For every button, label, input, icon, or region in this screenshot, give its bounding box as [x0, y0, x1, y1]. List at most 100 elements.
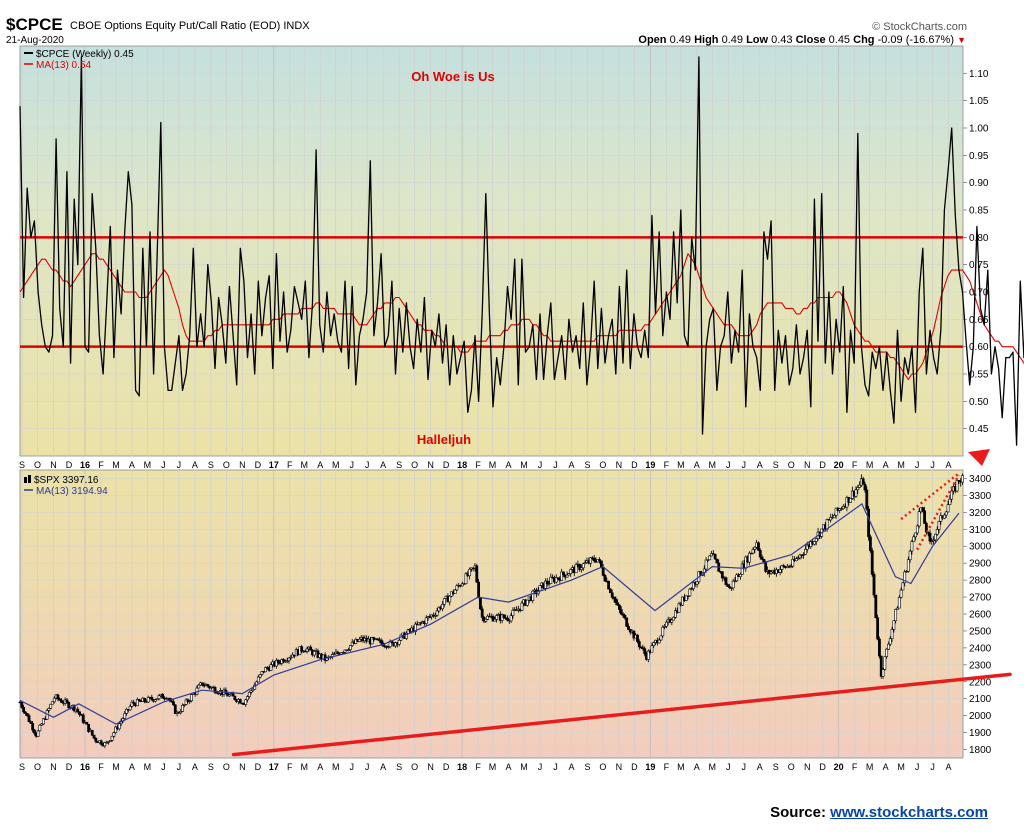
spx-candle-body [475, 565, 479, 583]
top-x-tick-label: D [66, 460, 73, 470]
top-legend: $CPCE (Weekly) 0.45 MA(13) 0.54 [24, 49, 134, 71]
top-x-tick-label: F [475, 460, 481, 470]
spx-candle-body [200, 682, 204, 686]
spx-candle-body [643, 648, 647, 655]
bottom-x-tick-label: 18 [457, 762, 467, 772]
spx-candle-body [336, 651, 340, 654]
legend-cpce: $CPCE (Weekly) 0.45 [36, 49, 134, 60]
spx-candle-body [58, 698, 62, 701]
bottom-x-tick-label: N [427, 762, 434, 772]
spx-candle-body [861, 478, 865, 485]
top-x-tick-label: S [773, 460, 779, 470]
top-y-tick-label: 1.10 [969, 69, 989, 80]
bottom-legend: $SPX 3397.16 MA(13) 3194.94 [24, 475, 108, 497]
source-link[interactable]: www.stockcharts.com [830, 804, 988, 821]
bottom-x-tick-label: A [380, 762, 386, 772]
bottom-y-tick-label: 3400 [969, 474, 992, 485]
spx-candle-body [27, 715, 31, 723]
spx-candle-body [637, 641, 641, 648]
spx-candle-body [684, 595, 688, 601]
spx-candle-body [125, 709, 128, 714]
top-x-tick-label: J [930, 460, 935, 470]
spx-candle-body [107, 741, 110, 743]
spx-candle-body [231, 693, 235, 697]
spx-candle-body [657, 639, 661, 644]
spx-candle-body [190, 694, 193, 702]
bottom-x-tick-label: M [332, 762, 340, 772]
spx-candle-body [157, 695, 161, 700]
spx-candle-body [31, 723, 35, 731]
spx-candle-body [441, 604, 444, 610]
top-x-tick-label: A [506, 460, 512, 470]
spx-candle-body [688, 588, 692, 597]
spx-candle-body [704, 559, 708, 570]
spx-candle-body [128, 705, 132, 711]
spx-candle-body [135, 699, 139, 707]
bottom-x-tick-label: M [489, 762, 497, 772]
bottom-y-tick-label: 2400 [969, 643, 992, 654]
spx-candle-body [347, 649, 351, 651]
bottom-x-tick-label: 20 [834, 762, 844, 772]
low-label: Low [746, 34, 769, 46]
spx-candle-body [56, 694, 60, 700]
bottom-x-tick-label: A [192, 762, 198, 772]
spx-candle-body [170, 700, 174, 703]
spx-candle-body [251, 688, 255, 692]
bottom-x-tick-label: A [317, 762, 323, 772]
bottom-x-tick-label: D [443, 762, 450, 772]
bottom-y-tick-label: 3300 [969, 491, 992, 502]
bottom-y-tick-label: 3100 [969, 525, 992, 536]
spx-candle-body [892, 620, 896, 630]
spx-candle-body [695, 581, 699, 585]
spx-candle-body [636, 634, 639, 642]
spx-candle-body [179, 711, 183, 714]
spx-candle-body [650, 645, 654, 653]
spx-candle-body [103, 742, 107, 747]
spx-candle-body [90, 729, 94, 736]
top-x-tick-label: D [443, 460, 450, 470]
chart-full-name: CBOE Options Equity Put/Call Ratio (EOD)… [70, 20, 310, 32]
spx-candle-body [715, 558, 719, 564]
bottom-x-tick-label: J [930, 762, 935, 772]
spx-candle-body [414, 623, 417, 633]
spx-candle-body [802, 554, 805, 556]
spx-candle-body [739, 573, 742, 577]
spx-candle-body [627, 626, 630, 630]
spx-candle-body [879, 655, 883, 677]
spx-candle-body [580, 567, 583, 571]
spx-candle-body [545, 580, 549, 585]
spx-candle-body [724, 577, 728, 585]
top-x-tick-label: O [599, 460, 606, 470]
spx-candle-body [934, 533, 937, 541]
spx-candle-body [419, 622, 423, 624]
spx-candle-body [289, 656, 293, 659]
spx-candle-body [733, 580, 737, 582]
top-x-tick-label: A [757, 460, 763, 470]
bottom-y-tick-label: 1900 [969, 728, 992, 739]
top-y-tick-label: 0.90 [969, 178, 989, 189]
bottom-x-tick-label: M [112, 762, 120, 772]
spx-candle-body [161, 693, 165, 699]
bottom-y-tick-label: 3000 [969, 542, 992, 553]
spx-candle-body [213, 687, 217, 693]
spx-candle-body [908, 550, 912, 561]
spx-candle-body [598, 559, 601, 562]
spx-candle-body [690, 588, 694, 590]
top-x-tick-label: F [852, 460, 858, 470]
spx-candle-body [896, 607, 899, 610]
spx-candle-body [215, 692, 219, 694]
bottom-y-tick-label: 2300 [969, 660, 992, 671]
spx-candle-body [442, 598, 446, 605]
spx-candle-body [944, 511, 948, 516]
top-x-tick-label: A [317, 460, 323, 470]
spx-candle-body [486, 615, 490, 620]
spx-candle-body [92, 734, 96, 739]
spx-candle-body [269, 664, 273, 671]
spx-candle-body [562, 571, 565, 576]
spx-candle-body [468, 568, 471, 577]
spx-candle-body [491, 616, 495, 622]
top-y-tick-label: 0.60 [969, 342, 989, 353]
spx-candle-body [901, 582, 905, 591]
spx-candle-body [33, 729, 36, 734]
top-x-tick-label: M [144, 460, 152, 470]
